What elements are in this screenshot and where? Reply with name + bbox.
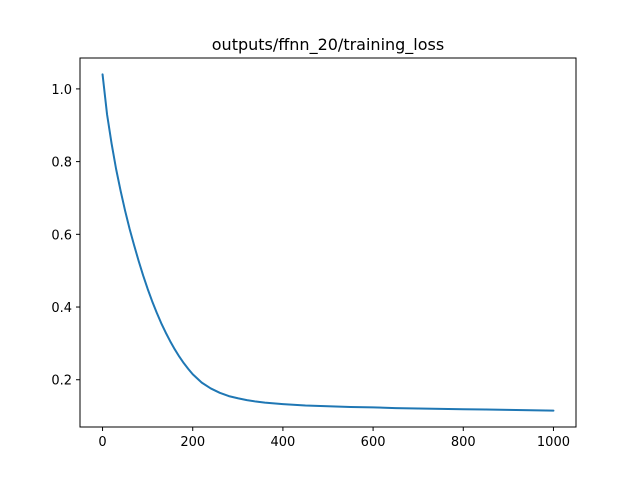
x-tick-label: 200: [180, 435, 205, 450]
y-tick-label: 1.0: [51, 83, 72, 98]
chart-title: outputs/ffnn_20/training_loss: [212, 35, 444, 55]
axes-frame: [79, 57, 577, 428]
plot-area: [101, 73, 555, 412]
x-tick-label: 0: [98, 435, 106, 450]
y-tick-label: 0.6: [51, 228, 72, 243]
y-tick-label: 0.2: [51, 374, 72, 389]
series-line-0: [101, 73, 555, 412]
x-tick-label: 800: [451, 435, 476, 450]
x-tick-label: 600: [361, 435, 386, 450]
y-tick-label: 0.4: [51, 301, 72, 316]
y-axis: 0.2 0.4 0.6 0.8 1.0: [51, 83, 80, 389]
y-tick-label: 0.8: [51, 156, 72, 171]
x-tick-label: 400: [270, 435, 295, 450]
x-tick-label: 1000: [537, 435, 570, 450]
x-axis: 0 200 400 600 800 1000: [98, 427, 570, 450]
